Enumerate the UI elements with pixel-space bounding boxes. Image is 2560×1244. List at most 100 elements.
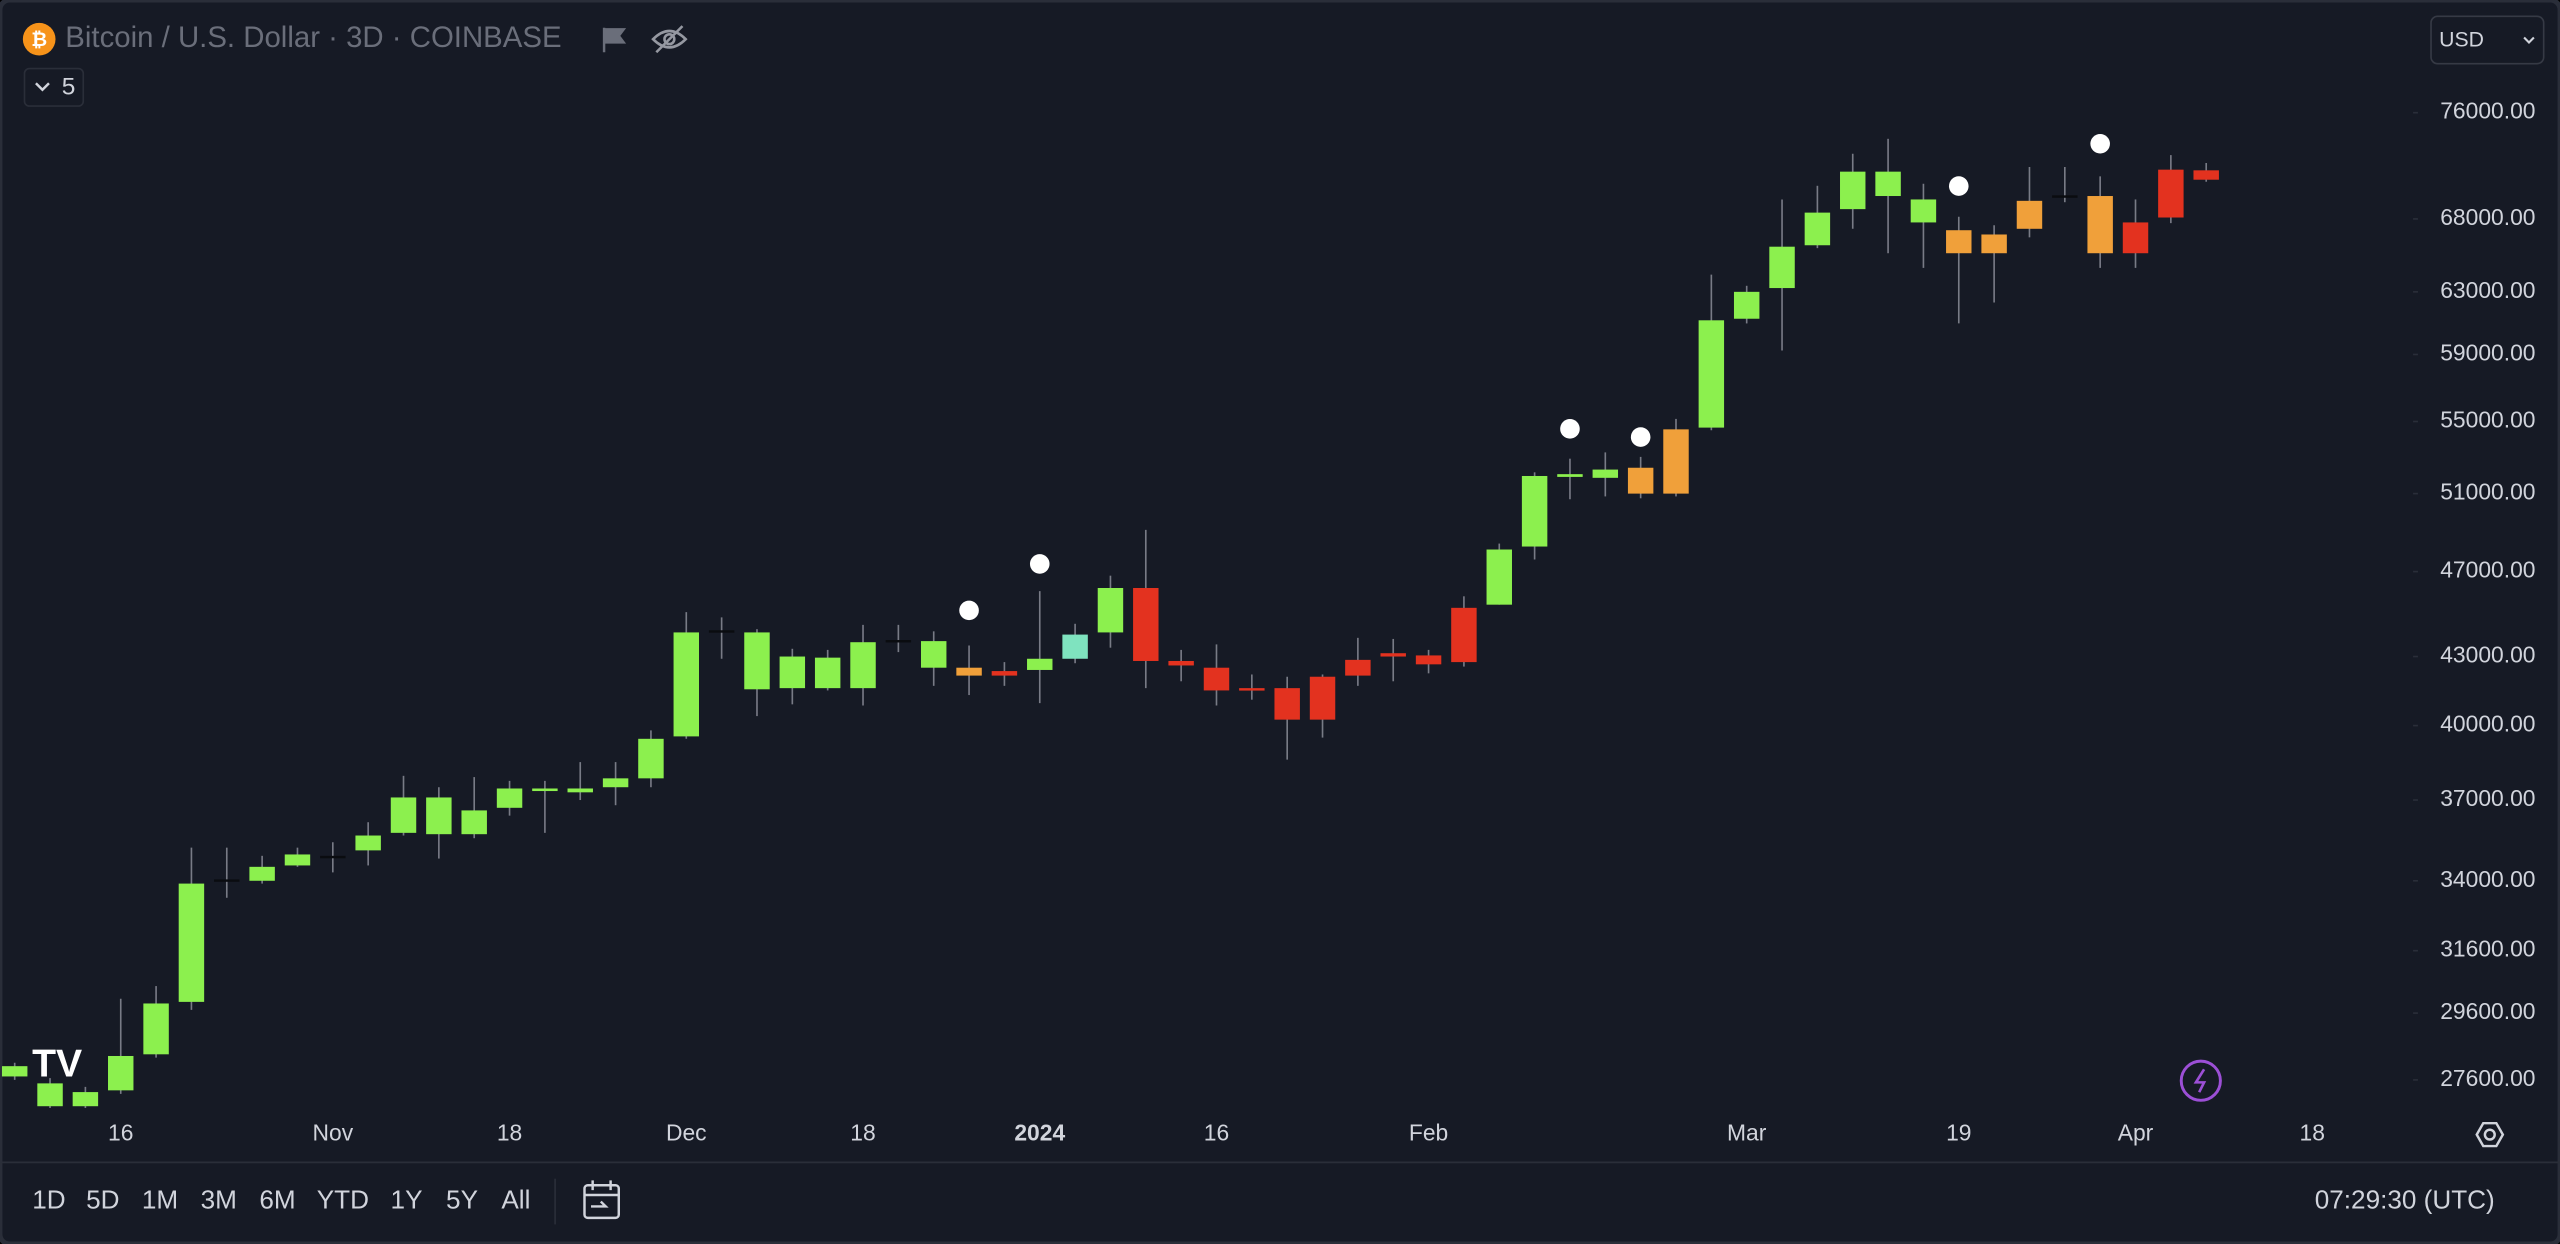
candle-body <box>1 1066 28 1077</box>
y-tick-label: 29600.00 <box>2440 998 2535 1024</box>
range-button[interactable]: 3M <box>201 1184 237 1214</box>
y-tick-label: 51000.00 <box>2440 479 2535 505</box>
coin-icon <box>22 22 56 56</box>
candle-body <box>1769 246 1795 289</box>
candle-body <box>461 810 487 835</box>
candle-body <box>1733 291 1760 319</box>
candle-body <box>1415 655 1442 665</box>
signal-dot <box>1630 427 1651 447</box>
x-tick-label: 18 <box>2300 1120 2325 1146</box>
candle-body <box>1627 467 1654 494</box>
candle-body <box>920 641 947 668</box>
y-tick-label: 76000.00 <box>2440 98 2535 124</box>
candle-body <box>2016 200 2043 229</box>
candle-body <box>143 1003 169 1055</box>
x-tick-label: Feb <box>1409 1120 1448 1146</box>
candle-body <box>1274 688 1300 720</box>
settings-icon[interactable] <box>2475 1121 2505 1148</box>
hide-icon[interactable] <box>651 25 688 54</box>
chevron <box>35 82 50 92</box>
x-tick-label: 19 <box>1946 1120 1971 1146</box>
candle-body <box>178 883 205 1002</box>
range-button[interactable]: 6M <box>259 1184 295 1214</box>
candle-body <box>779 656 806 689</box>
indicator-count: 5 <box>62 74 76 101</box>
candle-body <box>320 855 346 859</box>
candle-body <box>2052 195 2078 198</box>
candle-body <box>2122 222 2149 254</box>
alert-icon[interactable] <box>2179 1059 2222 1102</box>
range-button[interactable]: 1Y <box>391 1184 423 1214</box>
candle-body <box>214 879 240 882</box>
candle-body <box>1663 429 1689 494</box>
candle-body <box>108 1055 134 1091</box>
x-tick-label: Apr <box>2118 1120 2154 1146</box>
currency-label: USD <box>2439 28 2484 51</box>
y-tick-label: 31600.00 <box>2440 936 2535 962</box>
candle-body <box>1062 634 1088 659</box>
y-tick-label: 59000.00 <box>2440 340 2535 366</box>
y-tick-label: 68000.00 <box>2440 204 2535 230</box>
range-button[interactable]: 1D <box>32 1184 65 1214</box>
candle-body <box>1981 234 2007 254</box>
x-tick-label: 16 <box>108 1120 133 1146</box>
range-button[interactable]: 5D <box>86 1184 119 1214</box>
signal-dot <box>1560 419 1580 439</box>
candle-body <box>1451 607 1477 663</box>
range-button[interactable]: YTD <box>317 1184 369 1214</box>
goto-date-icon[interactable] <box>583 1180 620 1220</box>
range-button[interactable]: 5Y <box>446 1184 478 1214</box>
y-tick-label: 34000.00 <box>2440 866 2535 892</box>
x-tick-label: Dec <box>666 1120 707 1146</box>
currency-button[interactable] <box>2430 15 2545 65</box>
candle-body <box>249 866 275 881</box>
candle-body <box>1592 469 1619 478</box>
candle-body <box>1557 474 1583 477</box>
candle-body <box>814 657 841 689</box>
candle-body <box>1027 658 1053 670</box>
candle-body <box>673 632 700 737</box>
tv-logo[interactable]: TV <box>32 1042 82 1085</box>
candle-body <box>744 632 770 690</box>
y-tick-label: 47000.00 <box>2440 557 2535 583</box>
candle-body <box>1840 171 1866 210</box>
indicator-toggle[interactable] <box>23 67 85 107</box>
candle-body <box>532 788 558 792</box>
candle-body <box>638 738 664 779</box>
candle-body <box>426 797 452 835</box>
candle-body <box>1946 230 1972 254</box>
candle-body <box>1910 199 1937 223</box>
range-button[interactable]: All <box>501 1184 530 1214</box>
x-tick-label: 18 <box>850 1120 875 1146</box>
flag-icon[interactable] <box>602 27 627 53</box>
candle-body <box>390 797 417 833</box>
candle-body <box>1875 171 1901 197</box>
candle-body <box>1097 587 1124 633</box>
range-button[interactable]: 1M <box>142 1184 178 1214</box>
candle-body <box>602 778 629 788</box>
y-tick-label: 40000.00 <box>2440 711 2535 737</box>
candle-body <box>72 1092 99 1107</box>
candle-body <box>1804 212 1831 246</box>
candle-body <box>2158 169 2184 218</box>
candle-body <box>1521 475 1548 547</box>
bolt <box>2193 1068 2207 1093</box>
signal-dot <box>2090 133 2110 154</box>
candle-body <box>1203 667 1230 691</box>
candle-body <box>37 1083 63 1107</box>
clock: 07:29:30 (UTC) <box>2315 1184 2495 1214</box>
candle-body <box>1239 688 1265 691</box>
candle-body <box>1380 653 1406 657</box>
x-tick-label: 2024 <box>1014 1120 1065 1146</box>
candle-body <box>2087 196 2113 254</box>
candle-body <box>991 671 1018 676</box>
y-tick-label: 37000.00 <box>2440 785 2535 811</box>
y-tick-label: 63000.00 <box>2440 277 2535 303</box>
x-tick-label: 16 <box>1204 1120 1229 1146</box>
candle-body <box>496 788 523 808</box>
candle-body <box>355 835 381 851</box>
y-tick-label: 27600.00 <box>2440 1065 2535 1091</box>
symbol-title: Bitcoin / U.S. Dollar · 3D · COINBASE <box>65 21 561 54</box>
